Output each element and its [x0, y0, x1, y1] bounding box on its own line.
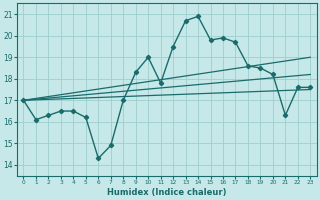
X-axis label: Humidex (Indice chaleur): Humidex (Indice chaleur)	[107, 188, 227, 197]
